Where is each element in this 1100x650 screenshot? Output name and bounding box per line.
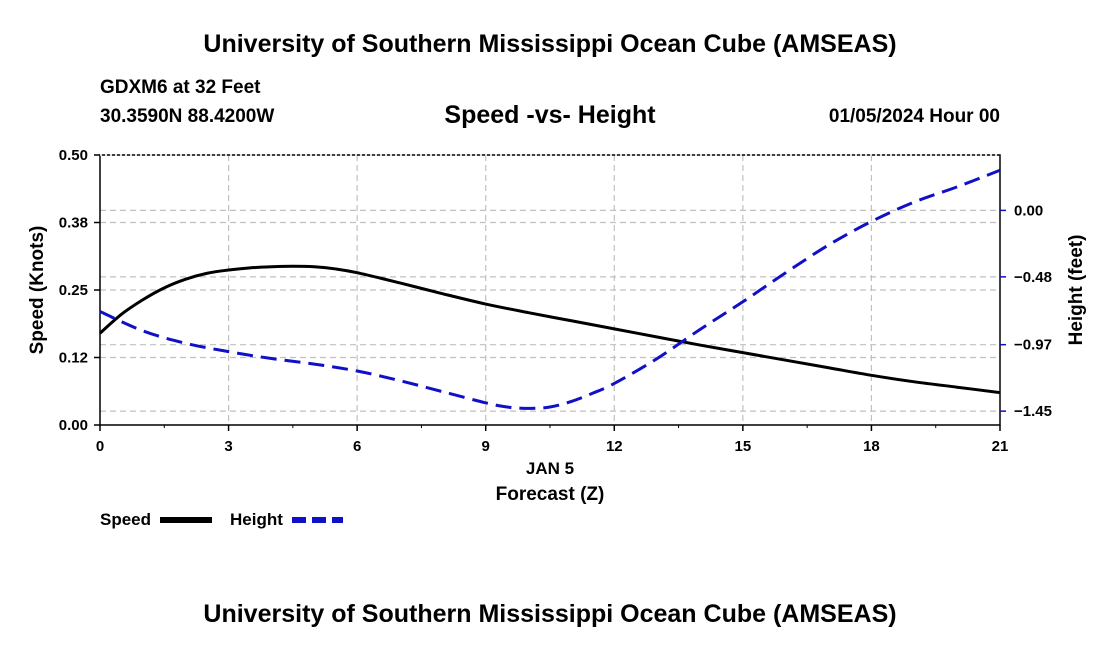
x-tick-label: 9	[482, 438, 490, 455]
x-tick-label: 15	[735, 438, 752, 455]
y-right-tick-label: 0.00	[1014, 202, 1043, 219]
x-tick-label: 3	[224, 438, 232, 455]
series-line-height	[99, 168, 1001, 410]
forecast-datetime: 01/05/2024 Hour 00	[828, 106, 1000, 127]
x-tick-label: 0	[96, 438, 104, 455]
chart-title: Speed -vs- Height	[444, 101, 656, 129]
y-right-tick-label: −0.97	[1014, 337, 1052, 354]
legend-speed-label: Speed	[100, 510, 151, 529]
y-axis-right-label: Height (feet)	[1066, 235, 1087, 346]
y-right-tick-label: −0.48	[1014, 269, 1052, 286]
series	[99, 168, 1001, 410]
x-tick-label: 18	[863, 438, 880, 455]
y-left-tick-label: 0.38	[59, 215, 88, 232]
station-coordinates: 30.3590N 88.4200W	[100, 106, 275, 127]
x-axis-date-label: JAN 5	[526, 459, 574, 478]
axes: 0 3 6 9 12 15 18 21 0.00 0.12 0.25 0.38 0.50 0.00 −0.4…	[59, 147, 1052, 455]
grid	[100, 155, 1000, 425]
x-tick-label: 6	[353, 438, 361, 455]
y-left-tick-label: 0.12	[59, 350, 88, 367]
x-axis-label: Forecast (Z)	[496, 484, 605, 505]
y-axis-left-label: Speed (Knots)	[27, 226, 48, 355]
legend: Speed Height	[100, 510, 343, 529]
y-right-tick-label: −1.45	[1014, 403, 1052, 420]
page-title: University of Southern Mississippi Ocean…	[203, 30, 897, 58]
legend-height-label: Height	[230, 510, 283, 529]
y-left-tick-label: 0.50	[59, 147, 88, 164]
y-left-tick-label: 0.25	[59, 282, 88, 299]
footer-title: University of Southern Mississippi Ocean…	[203, 600, 897, 628]
x-tick-label: 21	[992, 438, 1009, 455]
y-left-tick-label: 0.00	[59, 417, 88, 434]
x-tick-label: 12	[606, 438, 623, 455]
series-line-speed	[99, 264, 1001, 395]
station-name: GDXM6 at 32 Feet	[100, 77, 261, 98]
